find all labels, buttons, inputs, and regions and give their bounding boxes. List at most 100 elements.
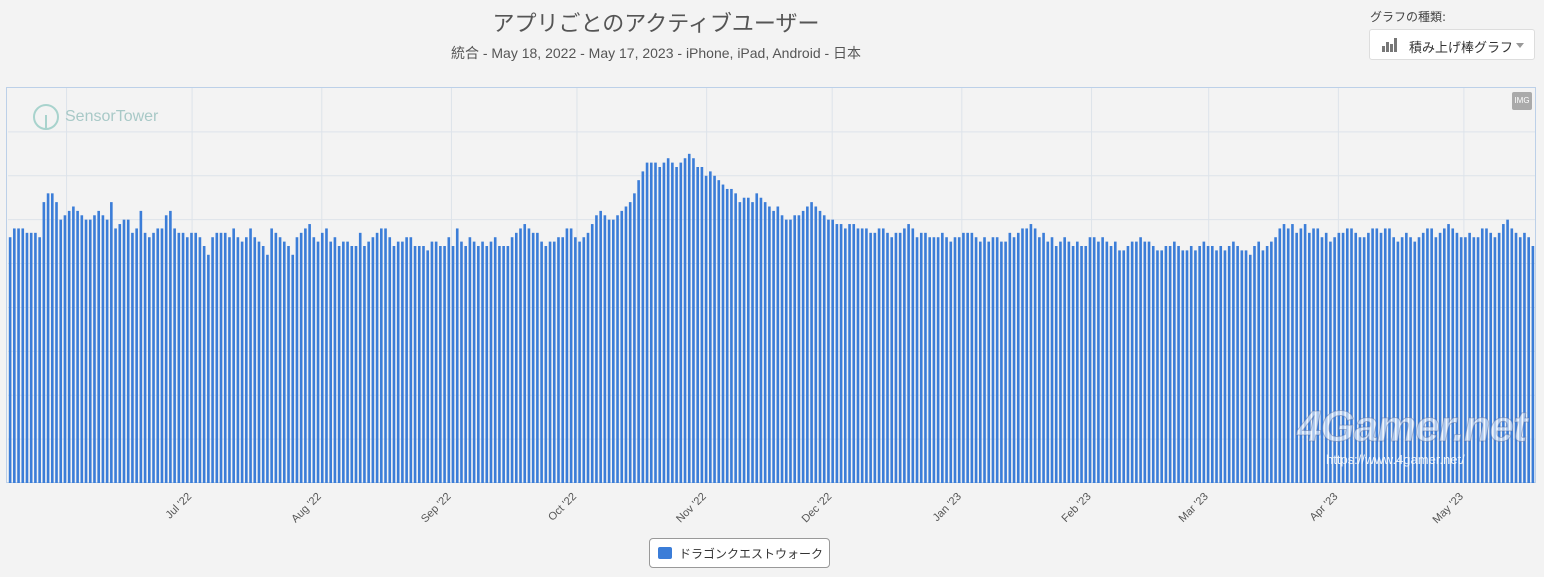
bar[interactable]: [194, 232, 198, 483]
bar[interactable]: [422, 246, 425, 483]
bar[interactable]: [1358, 237, 1362, 483]
bar[interactable]: [110, 202, 113, 483]
bar[interactable]: [911, 228, 915, 483]
bar[interactable]: [105, 219, 109, 483]
bar[interactable]: [270, 228, 273, 483]
bar[interactable]: [143, 232, 147, 483]
bar[interactable]: [1527, 237, 1530, 483]
bar[interactable]: [358, 232, 362, 483]
bar[interactable]: [709, 171, 712, 483]
bar[interactable]: [645, 162, 649, 483]
bar[interactable]: [363, 246, 366, 483]
bar[interactable]: [759, 197, 763, 483]
bar[interactable]: [21, 228, 25, 483]
bar[interactable]: [1076, 241, 1079, 483]
bar[interactable]: [957, 237, 961, 483]
bar[interactable]: [970, 232, 974, 483]
bar[interactable]: [801, 210, 805, 483]
bar[interactable]: [578, 241, 581, 483]
bar[interactable]: [93, 215, 96, 483]
bar[interactable]: [557, 237, 560, 483]
bar[interactable]: [822, 215, 826, 483]
bar[interactable]: [1244, 250, 1248, 483]
bar[interactable]: [1181, 250, 1185, 483]
bar[interactable]: [780, 215, 784, 483]
bar[interactable]: [1392, 237, 1395, 483]
bar[interactable]: [1451, 228, 1455, 483]
bar[interactable]: [460, 241, 463, 483]
bar[interactable]: [582, 237, 586, 483]
bar[interactable]: [101, 215, 105, 483]
bar[interactable]: [945, 237, 948, 483]
bar[interactable]: [455, 228, 459, 483]
bar[interactable]: [396, 241, 400, 483]
bar[interactable]: [1375, 228, 1379, 483]
bar[interactable]: [493, 237, 497, 483]
bar[interactable]: [181, 232, 185, 483]
bar[interactable]: [890, 237, 894, 483]
bar[interactable]: [169, 210, 172, 483]
bar[interactable]: [17, 228, 20, 483]
bar[interactable]: [266, 254, 269, 483]
bar[interactable]: [692, 158, 695, 483]
bar[interactable]: [1105, 241, 1109, 483]
bar[interactable]: [519, 228, 522, 483]
bar[interactable]: [924, 232, 927, 483]
bar[interactable]: [97, 210, 100, 483]
bar[interactable]: [898, 232, 902, 483]
bar[interactable]: [1320, 237, 1324, 483]
bar[interactable]: [671, 162, 674, 483]
bar[interactable]: [869, 232, 872, 483]
bar[interactable]: [173, 228, 176, 483]
bar[interactable]: [827, 219, 830, 483]
bar[interactable]: [1337, 232, 1341, 483]
bar[interactable]: [1518, 237, 1522, 483]
bar[interactable]: [919, 232, 923, 483]
bar[interactable]: [514, 232, 518, 483]
bar[interactable]: [367, 241, 370, 483]
bar[interactable]: [1151, 246, 1155, 483]
bar[interactable]: [768, 206, 771, 484]
bar[interactable]: [1430, 228, 1433, 483]
bar[interactable]: [810, 202, 813, 483]
bar[interactable]: [190, 232, 193, 483]
bar[interactable]: [1130, 241, 1134, 483]
bar[interactable]: [1485, 228, 1488, 483]
bar[interactable]: [531, 232, 535, 483]
bar[interactable]: [477, 246, 480, 483]
bar[interactable]: [1122, 250, 1126, 483]
bar[interactable]: [1025, 228, 1029, 483]
bar[interactable]: [67, 210, 71, 483]
bar[interactable]: [907, 224, 910, 484]
bar[interactable]: [755, 193, 759, 484]
bar[interactable]: [1202, 241, 1206, 483]
bar[interactable]: [304, 228, 307, 483]
bar[interactable]: [135, 228, 138, 483]
bar[interactable]: [544, 246, 548, 483]
bar[interactable]: [569, 228, 573, 483]
bar[interactable]: [207, 254, 210, 483]
bar[interactable]: [1223, 250, 1227, 483]
bar[interactable]: [1312, 228, 1315, 483]
bar[interactable]: [156, 228, 160, 483]
bar[interactable]: [1021, 228, 1024, 483]
bar[interactable]: [342, 241, 345, 483]
bar[interactable]: [114, 228, 117, 483]
bar[interactable]: [409, 237, 413, 483]
bar[interactable]: [1080, 246, 1083, 483]
bar[interactable]: [489, 241, 493, 483]
bar[interactable]: [401, 241, 404, 483]
bar[interactable]: [451, 246, 455, 483]
bar[interactable]: [1004, 241, 1007, 483]
bar[interactable]: [502, 246, 505, 483]
bar[interactable]: [624, 206, 628, 484]
bar[interactable]: [236, 237, 240, 483]
bar[interactable]: [1316, 228, 1320, 483]
bar[interactable]: [1345, 228, 1349, 483]
bar[interactable]: [776, 206, 780, 484]
bar[interactable]: [1139, 237, 1142, 483]
bar[interactable]: [1109, 246, 1113, 483]
bar[interactable]: [561, 237, 565, 483]
bar[interactable]: [548, 241, 552, 483]
bar[interactable]: [1472, 237, 1476, 483]
